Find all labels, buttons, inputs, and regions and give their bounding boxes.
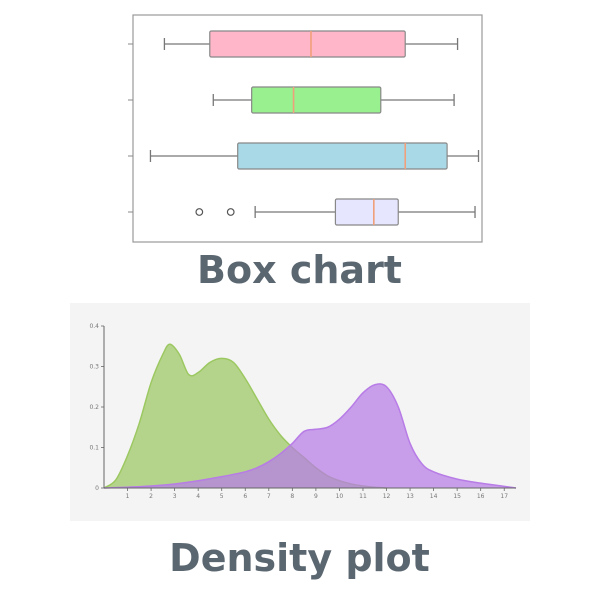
density-plot-caption: Density plot [169,536,430,580]
density-x-tick-label: 15 [453,493,461,500]
density-x-tick-label: 5 [220,493,224,500]
density-y-tick-label: 0 [95,485,99,492]
density-x-tick-label: 12 [383,493,391,500]
density-y-tick-label: 0.1 [89,445,99,452]
density-x-tick-label: 7 [267,493,271,500]
density-areas [103,343,517,489]
density-y-tick-label: 0.3 [89,364,99,371]
box-iqr [209,30,406,58]
box-plot-area [128,30,480,226]
density-line-2 [103,383,517,489]
box-outlier [195,208,204,216]
box-outlier [226,208,235,216]
box-iqr [251,86,382,114]
density-y-tick-label: 0.4 [89,323,99,330]
density-x-tick-label: 4 [196,493,200,500]
density-x-tick-label: 2 [149,493,153,500]
density-x-tick-label: 3 [173,493,177,500]
density-x-tick-label: 16 [477,493,485,500]
density-x-tick-label: 6 [243,493,247,500]
density-x-tick-label: 9 [314,493,318,500]
density-area-2 [104,383,516,488]
density-x-tick-label: 14 [430,493,438,500]
box-chart-caption: Box chart [197,248,402,292]
box-iqr [334,198,399,226]
density-x-tick-label: 17 [500,493,508,500]
density-x-tick-label: 11 [359,493,367,500]
density-y-tick-label: 0.2 [89,404,99,411]
density-x-tick-label: 13 [406,493,414,500]
density-area-1 [104,344,387,488]
density-x-tick-label: 8 [290,493,294,500]
box-iqr [237,142,448,170]
density-x-tick-label: 10 [336,493,344,500]
density-x-tick-label: 1 [126,493,130,500]
